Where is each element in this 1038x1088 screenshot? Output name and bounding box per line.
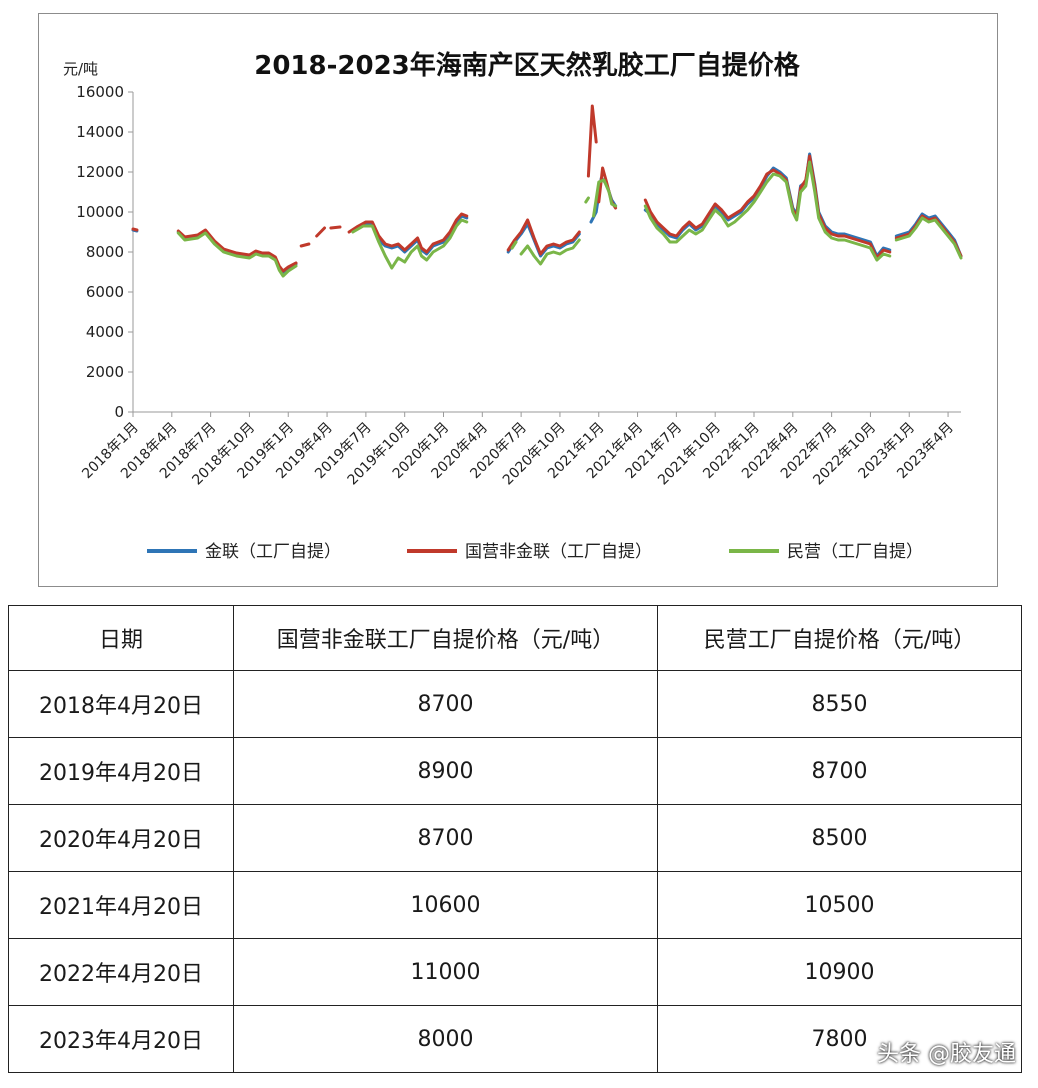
table-row: 2019年4月20日 8900 8700 (8, 737, 1022, 805)
y-tick-label: 2000 (86, 363, 124, 381)
y-unit-label: 元/吨 (63, 60, 98, 78)
table-row: 2023年4月20日 8000 7800 (8, 1005, 1022, 1073)
series-2 (131, 104, 963, 273)
watermark: 头条 @胶友通 (877, 1042, 1016, 1067)
cell-date: 2020年4月20日 (8, 804, 234, 872)
series-line-segment (506, 218, 581, 256)
series-line-segment (643, 154, 892, 260)
series-line-segment (176, 231, 298, 278)
table-row: 2022年4月20日 11000 10900 (8, 938, 1022, 1006)
cell-private-price: 8700 (657, 737, 1022, 805)
y-tick-label: 6000 (86, 283, 124, 301)
header-date: 日期 (8, 605, 234, 671)
cell-private-price: 10500 (657, 871, 1022, 939)
legend-label: 民营（工厂自提） (787, 542, 923, 562)
legend-label: 国营非金联（工厂自提） (465, 542, 652, 562)
series-line-segment (894, 216, 963, 260)
cell-private-price: 8500 (657, 804, 1022, 872)
y-tick-label: 16000 (76, 83, 124, 101)
chart-container: 2018-2023年海南产区天然乳胶工厂自提价格 元/吨 16000 14000 1… (38, 13, 998, 587)
series-line-segment (347, 212, 469, 254)
y-tick-label: 10000 (76, 203, 124, 221)
header-private-price: 民营工厂自提价格（元/吨） (657, 605, 1022, 671)
legend-label: 金联（工厂自提） (205, 542, 341, 562)
series-line-segment (519, 238, 581, 266)
series-line-segment (643, 160, 892, 262)
series-line-segment (176, 228, 298, 273)
legend: 金联（工厂自提） 国营非金联（工厂自提） 民营（工厂自提） (147, 542, 923, 562)
series-line-segment (510, 240, 518, 250)
series-layer (131, 104, 963, 278)
x-axis: 2018年1月2018年4月2018年7月2018年10月2019年1月2019… (79, 411, 961, 488)
series-line-segment (315, 226, 326, 238)
cell-date: 2023年4月20日 (8, 1005, 234, 1073)
series-line-segment (299, 242, 311, 248)
cell-private-price: 7800 (657, 1005, 1022, 1073)
table-row: 2018年4月20日 8700 8550 (8, 670, 1022, 738)
cell-date: 2021年4月20日 (8, 871, 234, 939)
series-line-segment (584, 196, 590, 204)
cell-state-price: 11000 (233, 938, 658, 1006)
cell-date: 2022年4月20日 (8, 938, 234, 1006)
chart-title: 2018-2023年海南产区天然乳胶工厂自提价格 (254, 50, 801, 81)
cell-date: 2019年4月20日 (8, 737, 234, 805)
table-row: 2021年4月20日 10600 10500 (8, 871, 1022, 939)
header-state-price: 国营非金联工厂自提价格（元/吨） (233, 605, 658, 671)
price-table: 日期 国营非金联工厂自提价格（元/吨） 民营工厂自提价格（元/吨） 2018年4… (8, 605, 1022, 1073)
y-tick-label: 0 (114, 403, 124, 421)
cell-state-price: 8700 (233, 804, 658, 872)
y-tick-label: 8000 (86, 243, 124, 261)
cell-private-price: 10900 (657, 938, 1022, 1006)
cell-state-price: 8000 (233, 1005, 658, 1073)
y-tick-label: 12000 (76, 163, 124, 181)
y-axis-ticks: 16000 14000 12000 10000 8000 6000 4000 2000 0 (76, 83, 134, 421)
series-line-segment (643, 152, 892, 258)
cell-state-price: 10600 (233, 871, 658, 939)
series-3 (176, 160, 963, 278)
cell-state-price: 8900 (233, 737, 658, 805)
y-tick-label: 4000 (86, 323, 124, 341)
cell-state-price: 8700 (233, 670, 658, 738)
series-line-segment (586, 104, 598, 178)
series-line-segment (351, 218, 469, 270)
series-line-segment (592, 178, 618, 218)
series-line-segment (131, 227, 139, 232)
cell-date: 2018年4月20日 (8, 670, 234, 738)
y-tick-label: 14000 (76, 123, 124, 141)
table-row: 2020年4月20日 8700 8500 (8, 804, 1022, 872)
line-chart: 2018-2023年海南产区天然乳胶工厂自提价格 元/吨 16000140001… (63, 50, 963, 562)
cell-private-price: 8550 (657, 670, 1022, 738)
table-header-row: 日期 国营非金联工厂自提价格（元/吨） 民营工厂自提价格（元/吨） (8, 605, 1022, 671)
series-line-segment (329, 225, 342, 230)
